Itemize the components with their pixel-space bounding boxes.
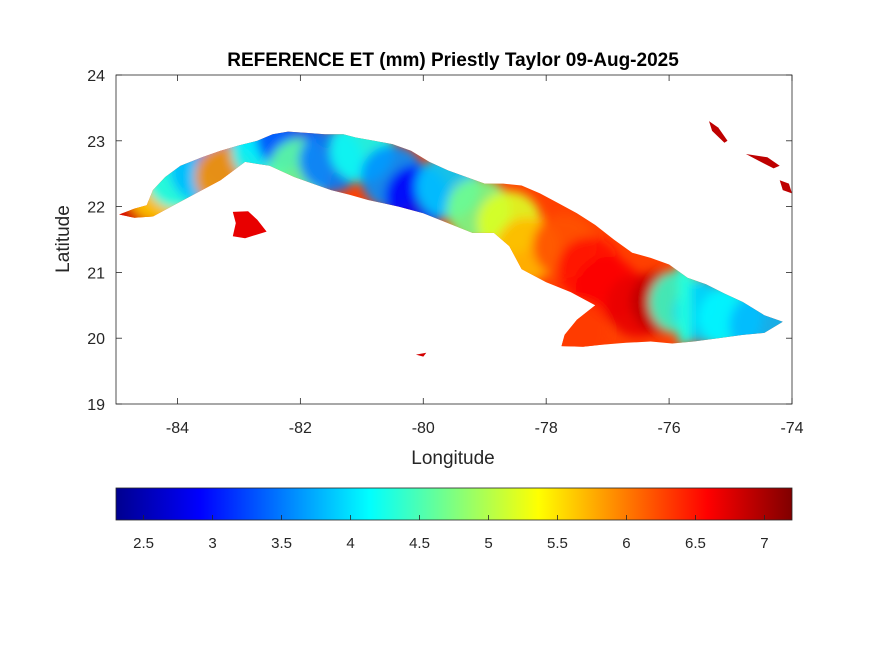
- x-axis-label: Longitude: [411, 448, 494, 469]
- colorbar-tick-label: 4.5: [409, 535, 430, 552]
- chart-title: REFERENCE ET (mm) Priestly Taylor 09-Aug…: [227, 50, 679, 71]
- colorbar-frame: [115, 487, 793, 521]
- x-axis-ticks: -84 -82 -80 -78 -76 -74: [166, 75, 804, 437]
- x-tick-label: -80: [412, 420, 435, 437]
- colorbar-tick-label: 2.5: [133, 535, 154, 552]
- y-axis-label: Latitude: [53, 205, 74, 273]
- map-axes-background: [116, 75, 792, 404]
- colorbar-tick-label: 3: [208, 535, 216, 552]
- et-sample-cell: [678, 259, 691, 345]
- colorbar-tick-label: 5.5: [547, 535, 568, 552]
- islet: [745, 154, 780, 169]
- y-tick-label: 23: [87, 134, 105, 151]
- y-tick-label: 22: [87, 200, 105, 217]
- colorbar-tick-label: 7: [760, 535, 768, 552]
- colorbar: [116, 488, 792, 520]
- x-tick-label: -76: [658, 420, 681, 437]
- islet: [779, 180, 792, 194]
- x-tick-label: -74: [780, 420, 803, 437]
- y-tick-label: 19: [87, 397, 105, 414]
- islet: [232, 211, 267, 239]
- islet: [709, 121, 728, 143]
- x-tick-label: -78: [535, 420, 558, 437]
- islands: [232, 121, 792, 357]
- x-tick-label: -84: [166, 420, 189, 437]
- islet: [415, 352, 427, 357]
- colorbar-tick-label: 6.5: [685, 535, 706, 552]
- map-axes-box: [115, 74, 793, 405]
- y-tick-label: 24: [87, 68, 105, 85]
- colorbar-tick-label: 6: [622, 535, 630, 552]
- y-tick-label: 20: [87, 331, 105, 348]
- colorbar-ticks: 2.5 3 3.5 4 4.5 5 5.5 6 6.5 7: [133, 515, 769, 552]
- colorbar-tick-label: 3.5: [271, 535, 292, 552]
- colorbar-tick-label: 5: [484, 535, 492, 552]
- y-tick-label: 21: [87, 265, 105, 282]
- y-axis-ticks: 19 20 21 22 23 24: [87, 68, 792, 414]
- x-tick-label: -82: [289, 420, 312, 437]
- colorbar-tick-label: 4: [346, 535, 354, 552]
